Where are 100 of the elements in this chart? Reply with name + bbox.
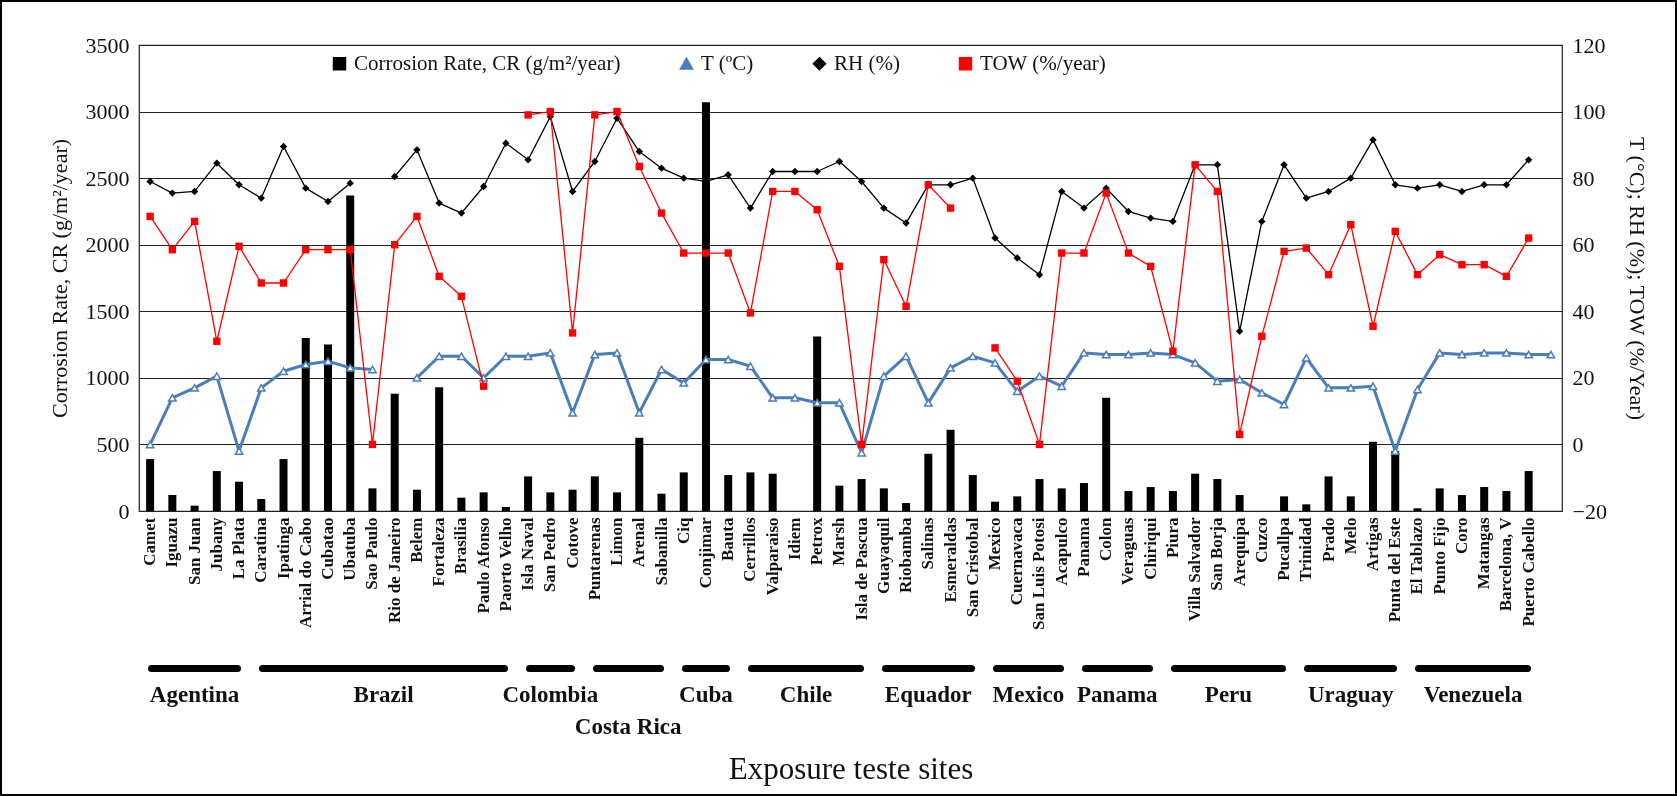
legend-label: TOW (%/year) [980, 50, 1106, 75]
x-tick-label: Ciq [673, 516, 693, 544]
bar [479, 492, 488, 511]
x-tick-label: Marsh [829, 516, 849, 566]
legend-label: Corrosion Rate, CR (g/m²/year) [354, 50, 621, 75]
bar [435, 387, 444, 511]
bar [524, 476, 533, 511]
bar [746, 472, 755, 511]
bar [1079, 483, 1088, 511]
x-tick-label: Valparaiso [762, 517, 782, 596]
bar [1413, 508, 1422, 511]
bar [1213, 479, 1222, 511]
x-tick-label: Sao Paulo [362, 517, 382, 590]
text: Colombia [502, 682, 599, 708]
bar [1280, 496, 1289, 511]
text: Brazil [353, 682, 414, 708]
bar [546, 492, 555, 511]
x-tick-label: Cubatao [317, 517, 337, 580]
bar [390, 393, 399, 511]
x-tick-label: Punta del Este [1385, 517, 1405, 623]
x-tick-label: Melo [1340, 517, 1360, 555]
bar [1124, 491, 1133, 511]
bar [279, 459, 288, 511]
bar [146, 459, 155, 511]
x-tick-label: Villa Salvador [1185, 517, 1205, 622]
x-tick-label: Mexico [985, 517, 1005, 571]
x-tick-label: Ipatinga [273, 517, 293, 579]
y2-axis-title: T (°C); RH (%); TOW (%/Year) [1624, 137, 1650, 420]
bar [212, 471, 221, 511]
x-tick-label: Isla Naval [518, 517, 538, 591]
text: Uraguay [1307, 682, 1394, 708]
bar [835, 485, 844, 511]
text: Cuba [679, 682, 733, 708]
bar [168, 495, 177, 511]
text: Panama [1077, 682, 1158, 708]
bar [1146, 487, 1155, 511]
x-tick-label: Arenal [629, 517, 649, 568]
x-tick-label: La Plata [229, 517, 249, 580]
bar [768, 473, 777, 511]
y-tick-label: 2000 [85, 232, 130, 258]
bar [1369, 441, 1378, 511]
bar [1168, 491, 1177, 511]
x-tick-label: Trinidad [1296, 516, 1316, 582]
bar [813, 336, 822, 511]
bar [1013, 496, 1022, 511]
x-tick-label: Acapulco [1051, 517, 1071, 586]
y2-tick-label: 0 [1572, 431, 1584, 457]
x-tick-label: Arrial do Cabo [295, 517, 315, 628]
text: Agentina [149, 682, 240, 708]
text: Costa Rica [574, 714, 682, 740]
x-tick-label: Puntarenas [584, 517, 604, 601]
x-tick-label: San Juan [184, 516, 204, 586]
y2-tick-label: 20 [1572, 365, 1595, 391]
legend-label: T (ºC) [701, 50, 754, 75]
x-tick-label: Idiem [784, 517, 804, 560]
x-tick-label: Esmeraldas [940, 517, 960, 603]
bar [924, 453, 933, 511]
bar [879, 488, 888, 511]
bar [679, 472, 688, 511]
x-tick-label: San Pedro [540, 517, 560, 593]
bar [1057, 488, 1066, 511]
text: Chile [779, 682, 833, 708]
bar [323, 344, 332, 511]
bar [991, 501, 1000, 511]
bar [1435, 488, 1444, 511]
x-tick-label: Puerto Cabello [1518, 517, 1538, 627]
x-tick-label: Cuzco [1251, 517, 1271, 563]
x-tick-label: Coro [1451, 517, 1471, 555]
x-tick-label: Matangas [1474, 517, 1494, 590]
x-tick-label: Rio de Janeiro [384, 517, 404, 623]
x-tick-label: Arequipa [1229, 517, 1249, 587]
y-axis-title: Corrosion Rate, CR (g/m²/year) [46, 138, 72, 419]
bar [1346, 496, 1355, 511]
x-tick-label: San Cristobal [962, 517, 982, 618]
x-tick-label: Petrox [807, 517, 827, 566]
bar [1502, 491, 1511, 511]
legend-label: RH (%) [834, 50, 900, 75]
text: Venezuela [1423, 682, 1523, 708]
bar [968, 475, 977, 511]
x-tick-label: Colon [1096, 516, 1116, 561]
bar [412, 489, 421, 511]
bar [1235, 495, 1244, 511]
bar [1035, 479, 1044, 511]
bar [613, 492, 622, 511]
bar [568, 489, 577, 511]
bar [346, 195, 355, 511]
x-tick-label: Veraguas [1118, 517, 1138, 585]
x-tick-label: Brasilia [451, 517, 471, 575]
x-tick-label: Cotove [562, 517, 582, 569]
y-tick-label: 3000 [85, 99, 130, 125]
bar [946, 429, 955, 511]
bar [902, 503, 911, 511]
bar [368, 488, 377, 511]
x-tick-label: San Borja [1207, 517, 1227, 591]
y-tick-label: 0 [118, 498, 130, 524]
bar [1391, 451, 1400, 511]
bar [590, 476, 599, 511]
x-tick-label: Punto Fijo [1429, 517, 1449, 595]
x-tick-label: Jubany [206, 517, 226, 572]
bar [857, 479, 866, 511]
